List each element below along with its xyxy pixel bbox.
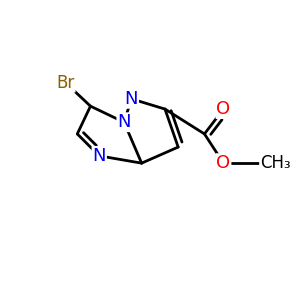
Text: N: N [92,147,106,165]
Text: CH₃: CH₃ [260,154,291,172]
Text: O: O [216,154,230,172]
Text: N: N [124,90,138,108]
Text: N: N [117,113,131,131]
Text: O: O [216,100,230,118]
Text: Br: Br [56,74,75,92]
